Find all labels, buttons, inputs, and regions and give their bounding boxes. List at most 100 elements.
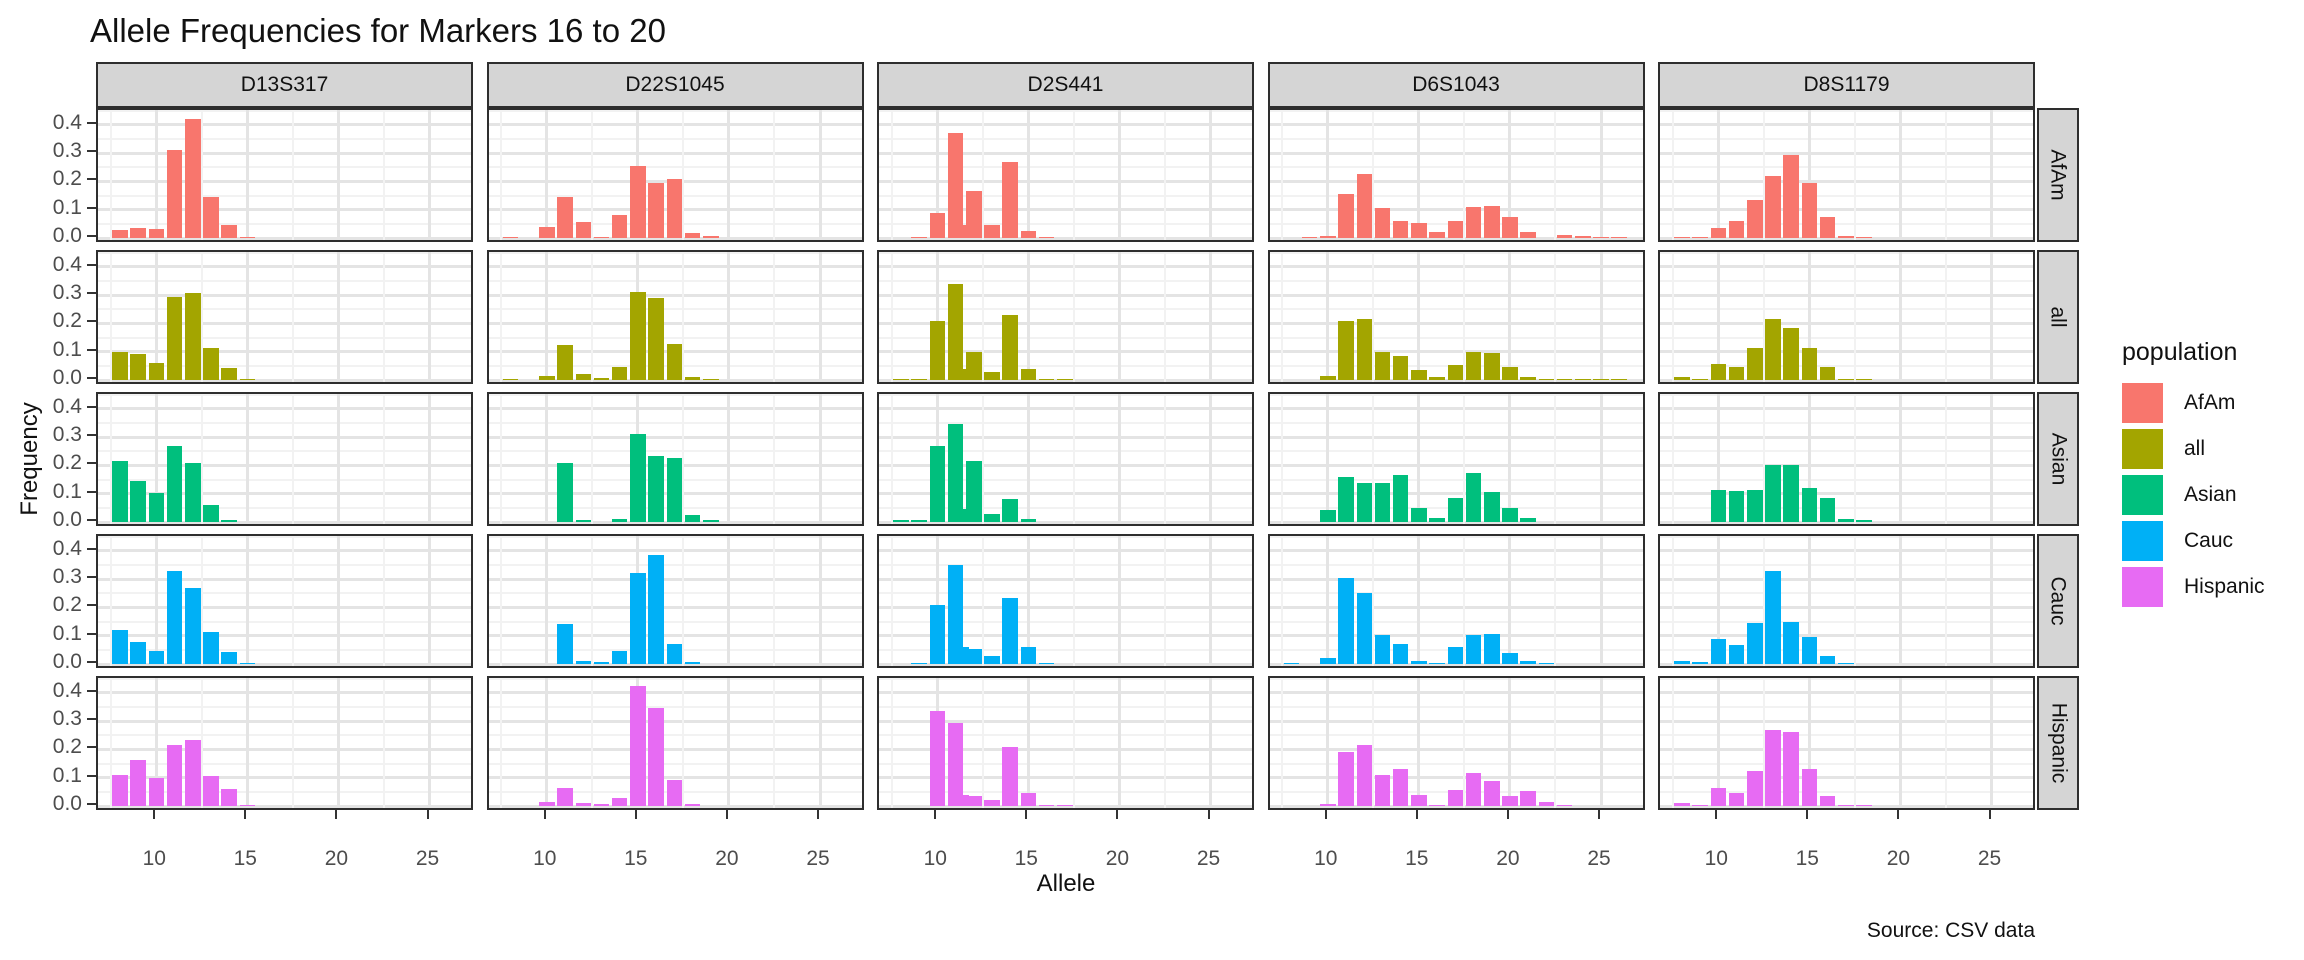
gridline-minor-h <box>879 194 1252 197</box>
gridline-minor-h <box>879 678 1252 680</box>
gridline-major-v <box>1417 110 1421 240</box>
panel-D22S1045-all <box>486 250 864 384</box>
gridline-major-h <box>98 151 471 155</box>
gridline-minor-h <box>1660 308 2033 311</box>
bar-D8S1179-AfAm-9 <box>1692 236 1708 239</box>
bar-D22S1045-all-19 <box>703 378 719 381</box>
bar-D13S317-Hispanic-14 <box>221 789 237 807</box>
gridline-major-h <box>98 463 471 467</box>
gridline-major-v <box>1898 252 1902 382</box>
bar-D22S1045-Hispanic-15 <box>630 685 646 806</box>
gridline-minor-v <box>1163 536 1166 666</box>
panel-D6S1043-AfAm <box>1267 108 1645 242</box>
gridline-minor-h <box>98 678 471 680</box>
gridline-minor-h <box>879 394 1252 396</box>
gridline-major-h <box>1269 549 1643 553</box>
bar-D6S1043-Cauc-19 <box>1484 633 1500 665</box>
gridline-major-h <box>488 321 862 325</box>
gridline-major-v <box>1209 536 1212 666</box>
bar-D8S1179-AfAm-8 <box>1674 236 1690 239</box>
gridline-major-h <box>488 662 862 666</box>
y-tick <box>87 632 96 635</box>
gridline-minor-v <box>890 394 893 524</box>
gridline-major-h <box>98 662 471 666</box>
bar-D6S1043-Hispanic-23 <box>1556 804 1573 807</box>
bar-D6S1043-all-13 <box>1374 351 1391 380</box>
bar-D6S1043-Cauc-18 <box>1465 635 1482 665</box>
gridline-major-h <box>488 605 862 609</box>
bar-D22S1045-AfAm-8 <box>502 236 519 239</box>
gridline-major-h <box>1269 776 1643 780</box>
gridline-minor-h <box>488 394 862 396</box>
gridline-major-v <box>428 252 431 382</box>
gridline-major-h <box>1660 492 2033 496</box>
gridline-major-v <box>727 678 731 808</box>
gridline-minor-v <box>1762 252 1765 382</box>
gridline-minor-v <box>1372 536 1375 666</box>
gridline-minor-h <box>879 166 1252 169</box>
gridline-major-h <box>1269 605 1643 609</box>
bar-D13S317-all-9 <box>130 354 146 381</box>
bar-D8S1179-Hispanic-15 <box>1801 769 1818 806</box>
bar-D22S1045-Asian-18 <box>684 515 701 523</box>
facet-column-label: D8S1179 <box>1803 73 1890 96</box>
bar-D22S1045-all-13 <box>593 378 610 381</box>
gridline-minor-v <box>1944 536 1947 666</box>
bar-D2S441-Hispanic-16 <box>1038 804 1055 807</box>
gridline-major-h <box>1660 208 2033 212</box>
gridline-minor-v <box>1554 394 1557 524</box>
gridline-major-h <box>98 520 471 524</box>
bar-D22S1045-AfAm-18 <box>684 233 701 239</box>
y-tick <box>87 519 96 522</box>
gridline-minor-v <box>1281 536 1284 666</box>
bar-D6S1043-Hispanic-13 <box>1374 774 1391 807</box>
gridline-minor-v <box>981 394 984 524</box>
gridline-major-h <box>488 236 862 240</box>
gridline-major-h <box>1269 662 1643 666</box>
x-tick <box>1988 810 1991 819</box>
bar-D6S1043-AfAm-26 <box>1611 236 1627 239</box>
gridline-major-v <box>245 110 249 240</box>
bar-D2S441-Hispanic-15 <box>1020 793 1037 806</box>
gridline-major-h <box>1269 265 1643 269</box>
gridline-major-h <box>879 179 1252 183</box>
gridline-major-h <box>1660 747 2033 751</box>
gridline-major-h <box>98 605 471 609</box>
gridline-major-v <box>245 678 249 808</box>
bar-D8S1179-Asian-10 <box>1710 489 1726 523</box>
x-tick-label: 20 <box>715 847 739 870</box>
bar-D13S317-Hispanic-11 <box>166 744 183 807</box>
gridline-minor-h <box>98 336 471 339</box>
bar-D2S441-all-14 <box>1002 314 1018 381</box>
gridline-major-h <box>1660 549 2033 553</box>
gridline-major-v <box>545 394 549 524</box>
facet-column-label: D13S317 <box>240 73 329 96</box>
y-tick-label: 0.1 <box>52 763 82 787</box>
gridline-major-h <box>488 577 862 581</box>
gridline-minor-v <box>1163 394 1166 524</box>
bar-D6S1043-AfAm-21 <box>1520 232 1536 239</box>
y-tick-label: 0.2 <box>52 451 82 475</box>
gridline-minor-h <box>879 648 1252 651</box>
gridline-minor-h <box>1660 336 2033 339</box>
gridline-minor-h <box>1660 137 2033 140</box>
bar-D8S1179-all-17 <box>1838 378 1854 381</box>
gridline-major-v <box>154 678 158 808</box>
gridline-major-h <box>1269 719 1643 723</box>
bar-D8S1179-all-18 <box>1856 378 1872 381</box>
gridline-minor-v <box>1853 110 1856 240</box>
bar-D22S1045-Asian-14 <box>611 519 628 522</box>
y-tick-label: 0.4 <box>52 536 82 560</box>
bar-D6S1043-AfAm-10 <box>1320 235 1336 239</box>
y-tick-label: 0.4 <box>52 110 82 134</box>
gridline-major-h <box>1660 520 2033 524</box>
gridline-major-v <box>1807 252 1811 382</box>
bar-D13S317-Cauc-10 <box>148 650 164 665</box>
gridline-minor-v <box>1072 110 1075 240</box>
gridline-major-h <box>488 151 862 155</box>
gridline-major-h <box>1269 435 1643 439</box>
chart-title: Allele Frequencies for Markers 16 to 20 <box>90 12 666 49</box>
gridline-major-v <box>154 252 158 382</box>
gridline-major-v <box>336 536 340 666</box>
bar-D8S1179-Cauc-8 <box>1674 660 1690 665</box>
